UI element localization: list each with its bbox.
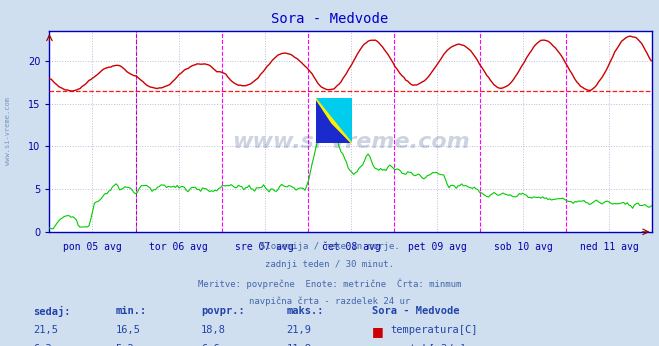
Text: zadnji teden / 30 minut.: zadnji teden / 30 minut. [265,260,394,269]
Text: www.si-vreme.com: www.si-vreme.com [232,131,470,152]
Text: 21,5: 21,5 [33,325,58,335]
Text: Meritve: povprečne  Enote: metrične  Črta: minmum: Meritve: povprečne Enote: metrične Črta:… [198,278,461,289]
Text: www.si-vreme.com: www.si-vreme.com [5,98,11,165]
Text: 16,5: 16,5 [115,325,140,335]
Text: Slovenija / reke in morje.: Slovenija / reke in morje. [260,242,399,251]
Text: temperatura[C]: temperatura[C] [391,325,478,335]
Text: ■: ■ [372,325,384,338]
Text: min.:: min.: [115,306,146,316]
Text: 6,6: 6,6 [201,344,219,346]
Text: 11,8: 11,8 [287,344,312,346]
Text: 21,9: 21,9 [287,325,312,335]
Text: navpična črta - razdelek 24 ur: navpična črta - razdelek 24 ur [249,296,410,306]
Text: sedaj:: sedaj: [33,306,71,317]
Text: maks.:: maks.: [287,306,324,316]
Text: 5,2: 5,2 [115,344,134,346]
Polygon shape [316,98,352,143]
Text: povpr.:: povpr.: [201,306,244,316]
Polygon shape [316,98,352,143]
Text: Sora - Medvode: Sora - Medvode [271,12,388,26]
Text: ■: ■ [372,344,384,346]
Text: Sora - Medvode: Sora - Medvode [372,306,460,316]
Text: 6,3: 6,3 [33,344,51,346]
Text: pretok[m3/s]: pretok[m3/s] [391,344,466,346]
Text: 18,8: 18,8 [201,325,226,335]
Polygon shape [316,98,352,143]
